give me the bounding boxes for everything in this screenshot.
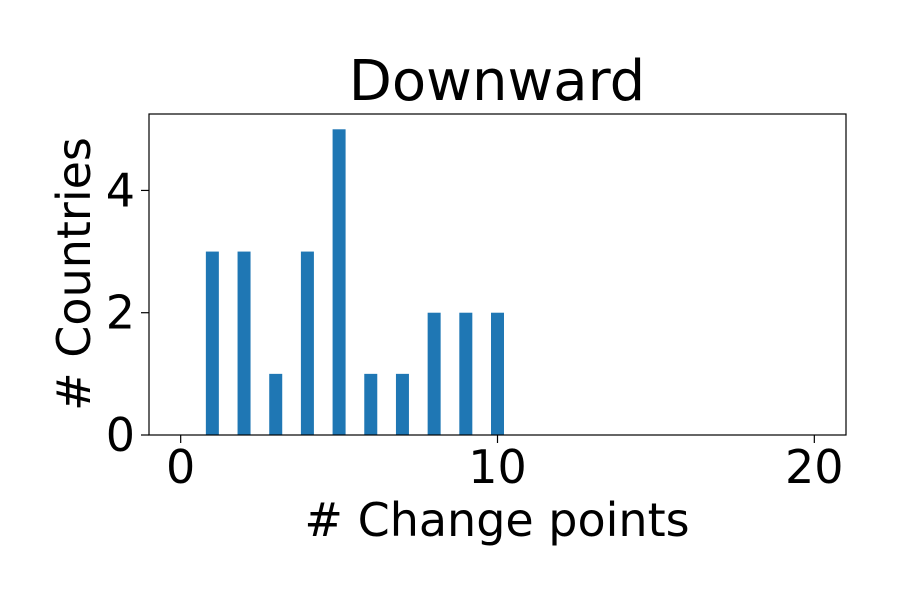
bar-x-4	[300, 251, 314, 435]
y-tick-label: 4	[106, 163, 135, 217]
x-tick-label: 0	[166, 440, 195, 494]
bar-x-1	[205, 251, 219, 435]
y-axis-label: # Countries	[47, 137, 101, 411]
bars-group	[205, 129, 504, 436]
y-tick-label: 2	[106, 286, 135, 340]
bar-x-6	[364, 373, 378, 435]
x-tick-label: 10	[468, 440, 527, 494]
chart-title: Downward	[349, 49, 645, 114]
bar-x-9	[459, 312, 473, 435]
bar-x-8	[427, 312, 441, 435]
bar-x-5	[332, 129, 346, 436]
bar-x-10	[491, 312, 504, 435]
y-tick-label: 0	[106, 408, 135, 462]
bar-x-2	[237, 251, 251, 435]
x-tick-label: 20	[785, 440, 844, 494]
bar-x-3	[269, 373, 283, 435]
bar-x-7	[395, 373, 409, 435]
x-axis-label: # Change points	[304, 493, 689, 547]
ticks-group: 0 10 20 0 2 4	[106, 163, 844, 494]
